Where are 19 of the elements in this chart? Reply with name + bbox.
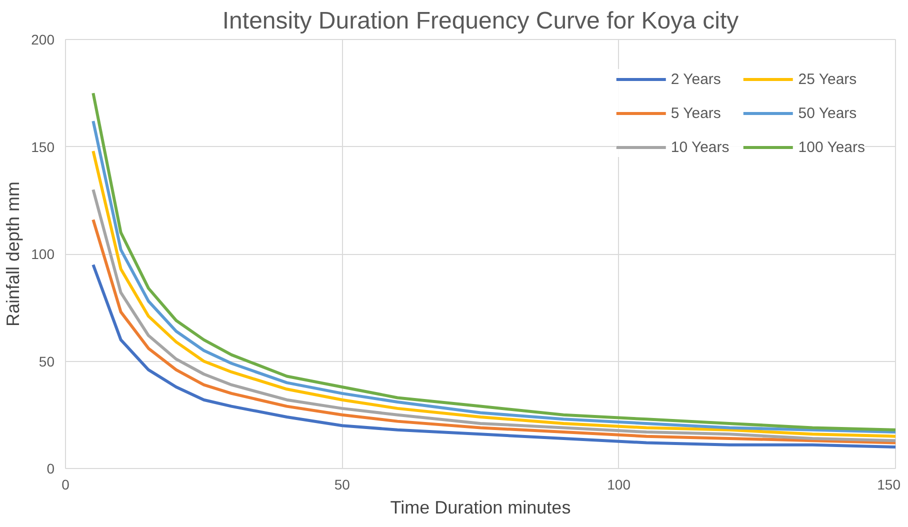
y-tick-label: 50 [38,353,55,370]
x-tick-label: 50 [334,476,350,492]
legend-label: 25 Years [798,70,857,88]
y-tick-label: 100 [31,246,55,262]
legend-label: 2 Years [670,70,721,88]
y-tick-label: 200 [31,32,55,48]
x-tick-label: 0 [62,476,70,492]
legend-label: 10 Years [670,138,730,156]
x-tick-label: 100 [607,476,631,492]
legend-label: 5 Years [670,104,721,122]
x-axis-title: Time Duration minutes [390,498,571,518]
chart-title: Intensity Duration Frequency Curve for Koya city [222,8,739,34]
x-tick-label: 150 [877,476,901,492]
y-tick-label: 0 [46,460,55,476]
legend-label: 100 Years [798,138,865,156]
legend-label: 50 Years [798,104,857,122]
y-axis-title: Rainfall depth mm [3,181,24,327]
line-series [92,263,896,449]
y-tick-label: 150 [31,138,55,155]
